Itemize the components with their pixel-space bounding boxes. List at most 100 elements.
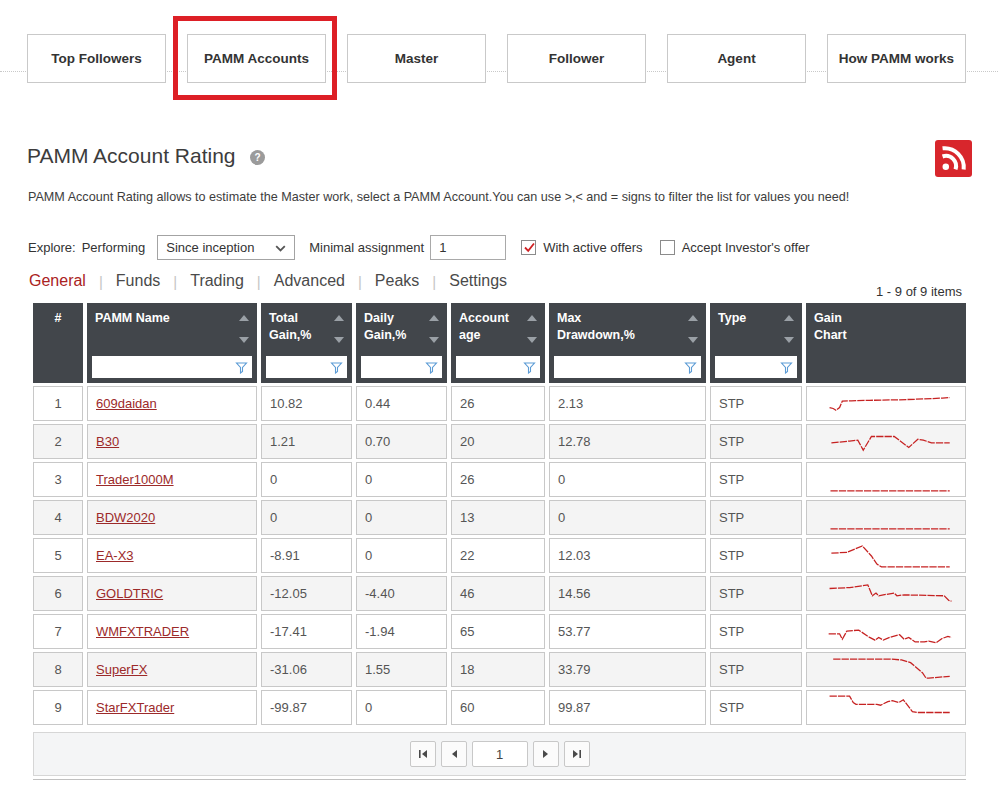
column-header-type[interactable]: Type (710, 303, 802, 383)
rss-icon[interactable] (935, 140, 972, 177)
sort-asc-icon[interactable] (429, 315, 439, 321)
tab-peaks[interactable]: Peaks (375, 272, 419, 290)
nav-how-pamm-works[interactable]: How PAMM works (827, 34, 966, 83)
filter-input-type[interactable] (715, 356, 797, 378)
chevron-down-icon (275, 245, 286, 252)
column-header-total_gain[interactable]: Total Gain,% (261, 303, 352, 383)
help-icon[interactable]: ? (250, 150, 265, 165)
pager-first-button[interactable] (410, 741, 436, 767)
gain-sparkline (815, 577, 957, 610)
cell-total_gain: -8.91 (261, 538, 352, 573)
sort-desc-icon[interactable] (784, 337, 794, 343)
cell-index: 6 (33, 576, 83, 611)
cell-chart (806, 614, 966, 649)
nav-agent[interactable]: Agent (667, 34, 806, 83)
cell-max_drawdown: 99.87 (549, 690, 706, 725)
cell-daily_gain: -4.40 (356, 576, 447, 611)
sort-desc-icon[interactable] (688, 337, 698, 343)
sort-desc-icon[interactable] (334, 337, 344, 343)
cell-index: 1 (33, 386, 83, 421)
cell-chart (806, 690, 966, 725)
pager-prev-button[interactable] (441, 741, 467, 767)
period-select[interactable]: Since inception (157, 235, 295, 260)
column-header-name[interactable]: PAMM Name (87, 303, 257, 383)
filter-funnel-icon[interactable] (684, 361, 697, 374)
cell-total_gain: 1.21 (261, 424, 352, 459)
cell-max_drawdown: 12.78 (549, 424, 706, 459)
column-header-max_drawdown[interactable]: Max Drawdown,% (549, 303, 706, 383)
cell-type: STP (710, 538, 802, 573)
pamm-account-link[interactable]: Trader1000M (96, 472, 174, 487)
column-header-account_age[interactable]: Account age (451, 303, 545, 383)
pamm-account-link[interactable]: SuperFX (96, 662, 147, 677)
filter-funnel-icon[interactable] (780, 361, 793, 374)
sort-asc-icon[interactable] (527, 315, 537, 321)
filter-input-daily_gain[interactable] (361, 356, 442, 378)
accept-investors-offer-label: Accept Investor's offer (682, 240, 810, 255)
cell-account_age: 26 (451, 386, 545, 421)
column-label: PAMM Name (95, 311, 170, 325)
tab-advanced[interactable]: Advanced (274, 272, 345, 290)
cell-index: 2 (33, 424, 83, 459)
nav-master[interactable]: Master (347, 34, 486, 83)
tab-settings[interactable]: Settings (449, 272, 507, 290)
with-active-offers-checkbox[interactable] (521, 240, 536, 255)
tab-general[interactable]: General (29, 272, 86, 290)
nav-follower[interactable]: Follower (507, 34, 646, 83)
sort-asc-icon[interactable] (334, 315, 344, 321)
pamm-account-link[interactable]: EA-X3 (96, 548, 134, 563)
filter-funnel-icon[interactable] (425, 361, 438, 374)
filter-input-total_gain[interactable] (266, 356, 347, 378)
cell-daily_gain: 0 (356, 690, 447, 725)
column-header-daily_gain[interactable]: Daily Gain,% (356, 303, 447, 383)
sort-desc-icon[interactable] (527, 337, 537, 343)
filter-funnel-icon[interactable] (523, 361, 536, 374)
explore-value: Performing (82, 240, 146, 255)
gain-sparkline (815, 463, 957, 496)
gain-sparkline (815, 691, 957, 724)
tab-funds[interactable]: Funds (116, 272, 160, 290)
filter-funnel-icon[interactable] (235, 361, 248, 374)
cell-account_age: 60 (451, 690, 545, 725)
cell-index: 5 (33, 538, 83, 573)
cell-chart (806, 462, 966, 497)
pamm-account-link[interactable]: StarFXTrader (96, 700, 174, 715)
sort-asc-icon[interactable] (784, 315, 794, 321)
pamm-account-link[interactable]: B30 (96, 434, 119, 449)
cell-chart (806, 538, 966, 573)
cell-total_gain: 0 (261, 462, 352, 497)
table-row: 3Trader1000M00260STP (33, 462, 966, 497)
sort-desc-icon[interactable] (239, 337, 249, 343)
pager-last-button[interactable] (564, 741, 590, 767)
table-row: 1609daidan10.820.44262.13STP (33, 386, 966, 421)
filter-input-account_age[interactable] (456, 356, 540, 378)
cell-type: STP (710, 500, 802, 535)
top-nav: Top Followers PAMM Accounts Master Follo… (27, 34, 966, 83)
filter-funnel-icon[interactable] (330, 361, 343, 374)
pamm-account-link[interactable]: BDW2020 (96, 510, 155, 525)
pager-page-input[interactable]: 1 (472, 741, 528, 767)
sort-desc-icon[interactable] (429, 337, 439, 343)
tab-trading[interactable]: Trading (190, 272, 244, 290)
table-row: 6GOLDTRIC-12.05-4.404614.56STP (33, 576, 966, 611)
cell-type: STP (710, 652, 802, 687)
minimal-assignment-input[interactable]: 1 (430, 235, 506, 260)
cell-type: STP (710, 690, 802, 725)
column-label: Account age (459, 311, 509, 342)
pamm-account-link[interactable]: GOLDTRIC (96, 586, 163, 601)
gain-sparkline (815, 653, 957, 686)
cell-max_drawdown: 2.13 (549, 386, 706, 421)
sort-asc-icon[interactable] (239, 315, 249, 321)
filter-input-name[interactable] (92, 356, 252, 378)
pamm-account-link[interactable]: WMFXTRADER (96, 624, 189, 639)
pager-next-button[interactable] (533, 741, 559, 767)
filter-input-max_drawdown[interactable] (554, 356, 701, 378)
nav-top-followers[interactable]: Top Followers (27, 34, 166, 83)
bottom-divider (33, 779, 966, 780)
sort-asc-icon[interactable] (688, 315, 698, 321)
cell-daily_gain: 0.70 (356, 424, 447, 459)
cell-chart (806, 652, 966, 687)
rating-tabs: General| Funds| Trading| Advanced| Peaks… (29, 272, 507, 290)
accept-investors-offer-checkbox[interactable] (660, 240, 675, 255)
pamm-account-link[interactable]: 609daidan (96, 396, 157, 411)
